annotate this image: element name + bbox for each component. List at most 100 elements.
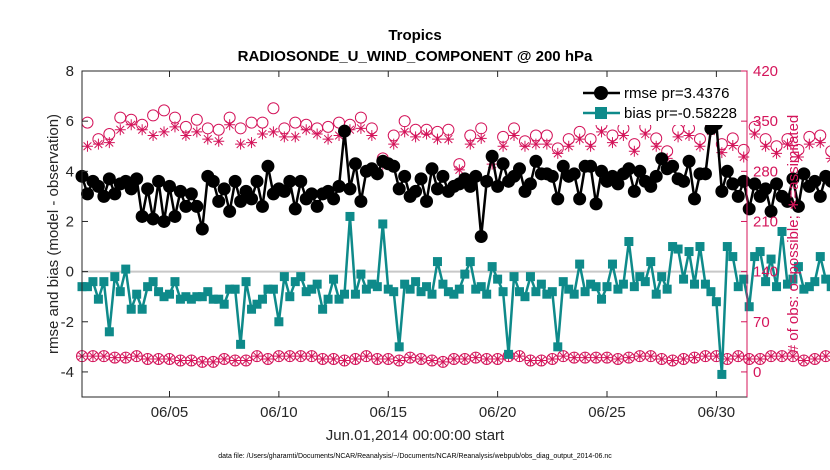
bias-point: [547, 287, 557, 297]
bias-point: [263, 284, 273, 294]
rmse-point: [731, 189, 745, 203]
rmse-point: [250, 174, 264, 188]
bias-point: [536, 279, 546, 289]
possible-obs-point: [212, 123, 225, 136]
rmse-point: [627, 184, 641, 198]
y-tick-label: 6: [66, 113, 74, 130]
bias-point: [460, 269, 470, 279]
bias-point: [356, 269, 366, 279]
bias-point: [761, 277, 771, 287]
bias-point: [252, 299, 262, 309]
assimilated-obs-point: [524, 354, 536, 366]
rmse-point: [354, 194, 368, 208]
assimilated-obs-point: [459, 353, 471, 365]
assimilated-obs-point: [174, 354, 186, 366]
bias-point: [640, 277, 650, 287]
assimilated-obs-point: [196, 356, 208, 368]
rmse-point: [348, 157, 362, 171]
assimilated-obs-point: [792, 151, 804, 163]
bias-point: [471, 284, 481, 294]
assimilated-obs-point: [612, 353, 624, 365]
assimilated-obs-point: [814, 137, 826, 149]
rmse-point: [474, 230, 488, 244]
bias-point: [99, 277, 109, 287]
assimilated-obs-point: [87, 350, 99, 362]
assimilated-obs-point: [699, 350, 711, 362]
x-tick-label: 06/15: [369, 404, 407, 421]
assimilated-obs-point: [749, 128, 761, 140]
assimilated-obs-point: [256, 128, 268, 140]
rmse-point: [770, 177, 784, 191]
rmse-point: [338, 124, 351, 138]
bias-point: [279, 272, 289, 282]
possible-obs-point: [267, 102, 280, 115]
assimilated-obs-point: [585, 140, 597, 152]
bias-point: [613, 284, 623, 294]
bias-point: [411, 277, 421, 287]
y-axis-left: -4 -2 0 2 4 6 8: [61, 63, 88, 381]
rmse-point: [234, 194, 248, 208]
assimilated-obs-point: [164, 353, 175, 365]
bias-point: [219, 299, 229, 309]
rmse-point: [414, 172, 428, 186]
bias-point: [509, 272, 519, 282]
bias-point: [372, 282, 382, 292]
bias-point: [531, 287, 541, 297]
y-axis-label: rmse and bias (model - observation): [45, 114, 62, 354]
bias-point: [515, 287, 524, 297]
bias-point: [493, 274, 503, 284]
bias-point: [487, 262, 497, 272]
y-tick-label: 4: [66, 163, 74, 180]
rmse-point: [173, 184, 187, 198]
rmse-point: [387, 159, 401, 173]
assimilated-obs-point: [328, 353, 340, 365]
rmse-point: [206, 174, 220, 188]
assimilated-obs-point: [169, 121, 181, 133]
assimilated-obs-point: [251, 350, 263, 362]
bias-point: [629, 282, 639, 292]
assimilated-obs-point: [645, 350, 657, 362]
assimilated-obs-point: [656, 353, 668, 365]
bias-point: [607, 259, 617, 269]
assimilated-obs-point: [787, 350, 799, 362]
bias-point: [383, 284, 393, 294]
assimilated-obs-point: [552, 147, 564, 159]
bias-point: [815, 252, 825, 262]
assimilated-obs-point: [224, 119, 236, 131]
rmse-point: [108, 187, 122, 201]
bias-point: [165, 289, 174, 299]
bias-point: [739, 274, 749, 284]
assimilated-obs-point: [721, 353, 733, 365]
rmse-point: [102, 172, 116, 186]
bias-point: [394, 342, 404, 352]
assimilated-obs-point: [311, 128, 323, 140]
assimilated-obs-point: [306, 350, 318, 362]
bias-point: [750, 252, 760, 262]
footnote: data file: /Users/gharamti/Documents/NCA…: [218, 453, 612, 460]
bias-point: [405, 284, 415, 294]
rmse-point: [97, 189, 111, 203]
rmse-point: [808, 174, 822, 188]
bias-point: [662, 284, 672, 294]
assimilated-obs-point: [743, 353, 755, 365]
bias-point: [651, 289, 661, 299]
rmse-point: [715, 184, 729, 198]
rmse-point: [409, 184, 423, 198]
assimilated-obs-point: [92, 138, 104, 150]
bias-point: [793, 262, 803, 272]
bias-point: [635, 272, 645, 282]
assimilated-obs-point: [579, 352, 591, 364]
assimilated-obs-point: [114, 124, 126, 136]
assimilated-obs-point: [546, 353, 558, 365]
bias-point: [422, 282, 432, 292]
bias-point: [121, 264, 131, 274]
possible-obs-point: [234, 122, 247, 135]
bias-point: [755, 247, 765, 257]
bias-point: [389, 287, 399, 297]
bias-point: [307, 284, 317, 294]
assimilated-obs-point: [568, 352, 580, 364]
possible-obs-point: [322, 120, 335, 133]
bias-point: [427, 289, 437, 299]
bias-point: [564, 284, 574, 294]
bias-point: [416, 287, 426, 297]
